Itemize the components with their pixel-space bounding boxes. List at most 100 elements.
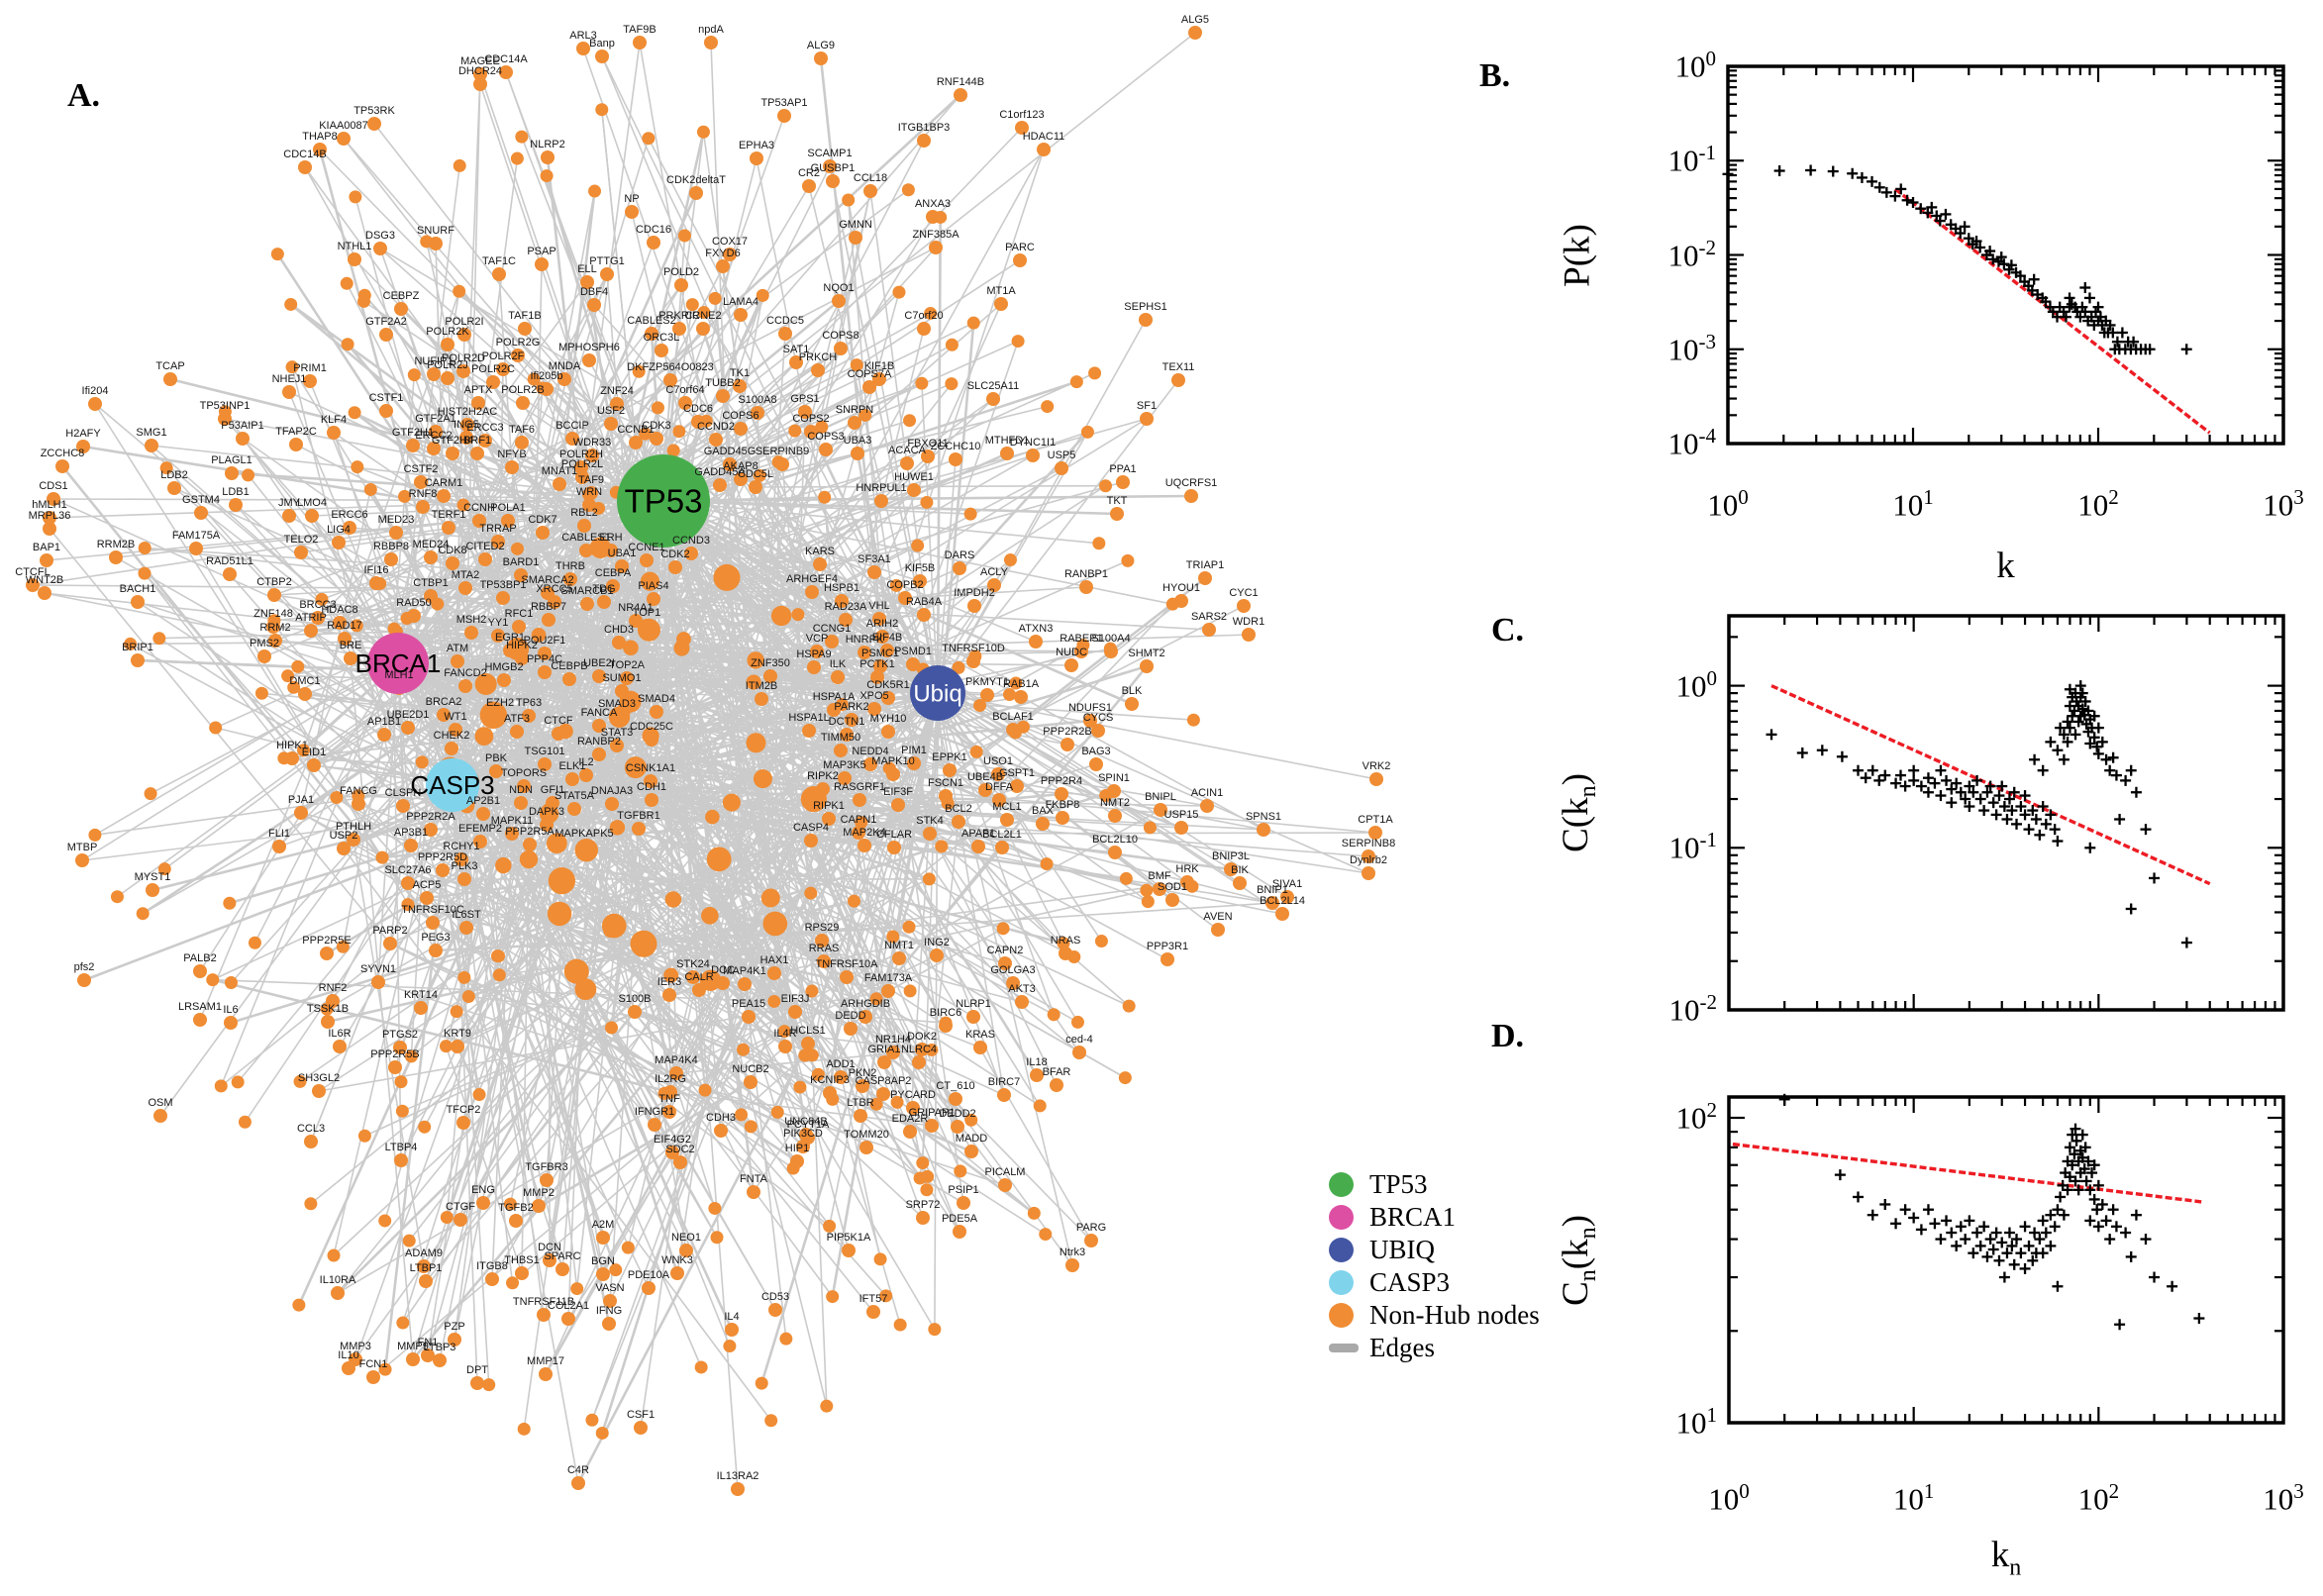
network-node-label: FAM175A — [172, 530, 221, 542]
network-node-label: PRKCH — [799, 351, 838, 363]
network-node-label: COPS2 — [792, 413, 829, 425]
network-node-label: TCAP — [155, 360, 184, 372]
network-edge — [343, 711, 657, 849]
network-node-label: Ifi204 — [82, 385, 109, 397]
network-node — [764, 1414, 778, 1428]
network-edge — [32, 584, 813, 593]
network-node-label: RANBP1 — [1064, 568, 1108, 580]
network-node — [945, 377, 959, 391]
network-node — [366, 1370, 380, 1384]
network-node — [379, 404, 393, 418]
network-node — [835, 698, 849, 712]
network-node — [995, 841, 1009, 854]
network-node — [642, 727, 659, 745]
network-node — [517, 779, 531, 793]
network-node-label: PSMC1 — [861, 648, 899, 659]
network-node — [710, 1231, 724, 1245]
network-node — [363, 482, 377, 496]
network-node-label: BFAR — [1043, 1066, 1071, 1078]
network-node — [881, 691, 895, 705]
network-node — [966, 316, 980, 330]
network-node-label: VHL — [868, 600, 889, 612]
network-node-label: FAM173A — [864, 972, 913, 984]
network-node-label: CFLAR — [876, 829, 912, 841]
network-node-label: VCP — [806, 633, 829, 645]
network-node — [640, 553, 654, 567]
network-node — [1027, 1206, 1041, 1220]
network-node — [26, 578, 40, 592]
network-node-label: WRN — [576, 486, 602, 498]
network-node-label: ACLY — [980, 566, 1009, 578]
network-node — [396, 799, 410, 813]
network-node — [298, 687, 312, 701]
network-node — [214, 1079, 228, 1093]
network-node-label: CAPN2 — [987, 945, 1024, 956]
network-node — [575, 470, 589, 484]
network-node — [373, 242, 387, 255]
network-node — [822, 812, 836, 826]
network-node — [585, 449, 599, 462]
network-node — [437, 489, 451, 503]
network-node-label: KLF4 — [321, 414, 347, 426]
network-node-label: CTBP1 — [413, 577, 448, 589]
network-node — [791, 608, 805, 622]
network-node-label: COL2A1 — [548, 1300, 589, 1312]
y-tick-label: 102 — [1675, 1098, 1718, 1136]
network-node-label: CLSPN — [385, 787, 422, 799]
network-node — [523, 838, 537, 851]
network-node — [420, 235, 434, 249]
network-node-label: HSPB1 — [824, 582, 859, 594]
network-node — [916, 1211, 930, 1225]
network-node-label: MSH2 — [456, 614, 487, 626]
network-edge — [668, 798, 815, 1113]
network-node — [541, 150, 555, 164]
network-edge — [653, 598, 1210, 631]
network-node — [138, 542, 152, 555]
network-edge — [598, 725, 960, 1233]
network-node — [348, 406, 361, 420]
network-edge — [212, 978, 671, 1094]
network-node — [371, 975, 385, 989]
network-node — [580, 275, 594, 289]
network-node — [906, 1101, 920, 1115]
network-node — [341, 338, 354, 351]
network-node — [796, 1140, 810, 1153]
network-edge — [333, 692, 939, 1256]
panel-label-d: D. — [1491, 1018, 1525, 1054]
network-node-label: IFI16 — [363, 564, 388, 576]
network-node — [547, 901, 572, 927]
network-node — [337, 132, 351, 146]
network-node — [535, 257, 549, 271]
network-node — [1002, 687, 1016, 701]
network-node-label: EIF3F — [883, 786, 913, 798]
network-node-label: KRT14 — [404, 989, 438, 1001]
y-tick-label: 10-2 — [1667, 235, 1717, 272]
network-node — [805, 984, 819, 998]
network-edge — [397, 661, 652, 738]
network-node — [856, 1079, 869, 1093]
data-points — [1722, 164, 2192, 355]
network-node — [342, 1361, 355, 1375]
network-edge — [810, 840, 959, 1128]
network-node — [811, 363, 825, 377]
network-node-label: ZNF24 — [600, 385, 634, 397]
network-node-label: NDUFS1 — [1068, 702, 1112, 714]
network-node — [1057, 937, 1070, 950]
network-node — [426, 916, 440, 930]
network-node — [510, 151, 524, 165]
network-node — [367, 117, 381, 131]
network-node-label: FANCA — [581, 707, 618, 719]
network-node — [1091, 724, 1105, 738]
network-node-label: DCN — [538, 1242, 561, 1253]
network-edge — [841, 704, 898, 1103]
network-edge — [937, 692, 1055, 1016]
network-node — [737, 1043, 751, 1056]
network-edge — [297, 665, 585, 848]
network-node — [811, 1067, 825, 1081]
network-node — [755, 1376, 768, 1390]
y-tick-label: 10-4 — [1667, 424, 1717, 461]
network-node-label: UQCRFS1 — [1165, 477, 1218, 489]
network-node-label: RIPK2 — [807, 770, 839, 782]
y-axis-label-c: C(kn) — [1555, 773, 1602, 852]
network-node-label: PLK3 — [452, 860, 478, 872]
